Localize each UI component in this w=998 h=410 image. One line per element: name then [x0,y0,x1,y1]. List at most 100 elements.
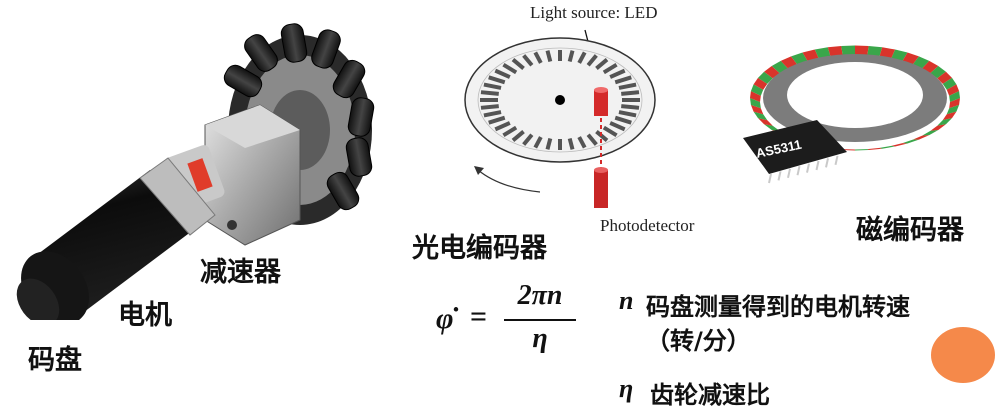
formula-equals: = [470,300,488,333]
magnet-segment [942,111,957,121]
encoder-slot [567,50,575,62]
encoder-slot [577,136,587,149]
formula-denominator: η [532,323,548,354]
legend-eta-text: 齿轮减速比 [650,381,770,409]
encoder-slot [480,90,499,96]
encoder-slot [567,138,575,150]
magnet-segment [922,129,939,136]
formula-lhs: φ̇ [436,302,454,335]
magnet-segment [912,135,930,140]
encoder-slot [602,62,618,75]
encoder-slot [533,51,543,64]
encoder-disk-label: 码盘 [28,345,82,376]
magnet-segment [780,56,798,69]
magnet-segment [949,98,960,109]
magnet-segment [764,124,780,131]
rotation-arrow [477,169,541,193]
photodetector-element [594,167,608,208]
encoder-slot [595,58,609,70]
encoder-slot [533,136,543,149]
chip-pin [834,155,839,166]
chip-pin [806,163,810,173]
light-source-label: Light source: LED [530,3,658,22]
magnet-segment [750,98,761,109]
magnet-segment [855,149,869,151]
optical-encoder-diagram [464,29,656,208]
magnetic-encoder-label: 磁编码器 [856,215,964,246]
encoder-slot [522,54,534,67]
reducer-housing [204,104,301,246]
motor-assembly-image [16,23,375,320]
magnet-segment [791,52,808,65]
encoder-slot [511,130,525,142]
magnet-segment [827,45,843,57]
magnet-segment [764,66,780,79]
encoder-slot [522,133,534,146]
magnet-segment [867,45,883,57]
encoder-slot [494,68,511,79]
magnet-segment [757,118,773,126]
reducer-label: 减速器 [200,257,281,288]
encoder-slot [577,51,587,64]
encoder-slot [614,75,632,85]
encoder-slots [480,50,640,150]
encoder-slot [586,54,598,67]
as5311-chip: AS5311 [743,120,847,184]
fraction-bar [504,319,576,321]
encoder-slot [483,110,502,118]
magnet-segment [753,111,768,121]
optical-encoder-label: 光电编码器 [412,233,547,264]
legend-eta-symbol: η [619,374,634,403]
encoder-slot [502,125,518,138]
magnet-segment [937,71,953,84]
magnet-segment [937,118,953,126]
encoder-slot [586,133,598,146]
magnet-segment [946,84,960,96]
chip-pin [815,160,820,171]
motor-label: 电机 [118,300,172,331]
encoder-slot [614,115,632,125]
disk-center-dot [555,95,565,105]
encoder-slot [621,90,640,96]
magnet-segment [771,60,788,74]
chip-pin [768,173,772,184]
encoder-slot [480,104,499,110]
encoder-slot [511,58,525,70]
magnet-segment [814,47,831,59]
magnet-segment [855,45,869,55]
encoder-slot [609,121,626,132]
magnet-segment [867,147,883,151]
magnet-segment [891,143,908,147]
encoder-slot [502,62,518,75]
magnet-segment [753,77,768,90]
chip-pin [787,168,791,179]
encoder-slot [595,130,609,142]
magnet-segment [930,124,946,131]
motor-body [16,157,216,320]
magnet-segment [902,52,919,65]
magnet-segment [942,77,957,90]
led-light-source [594,87,608,116]
encoder-slot [488,75,506,85]
magnet-segment [879,47,896,59]
encoder-slot [609,68,626,79]
encoder-slot [618,110,637,118]
magnet-segment [750,91,761,102]
encoder-slot [602,125,618,138]
magnet-segment [902,139,919,144]
magnetic-encoder-image: AS5311 [743,45,960,184]
magnet-segment [891,49,908,61]
legend-n-unit: （转/分） [646,327,751,355]
legend-n-symbol: n [619,286,634,315]
encoder-slot [618,82,637,90]
chip-pin [796,165,801,176]
encoder-slot [488,115,506,125]
magnet-segment [879,145,896,149]
photodetector-label: Photodetector [600,216,695,235]
magnet-segment [750,84,764,96]
legend-n-text: 码盘测量得到的电机转速 [646,293,910,321]
magnet-segment [802,49,819,61]
accent-circle [931,327,995,383]
encoder-slot [621,104,640,110]
magnet-segment [946,104,960,115]
